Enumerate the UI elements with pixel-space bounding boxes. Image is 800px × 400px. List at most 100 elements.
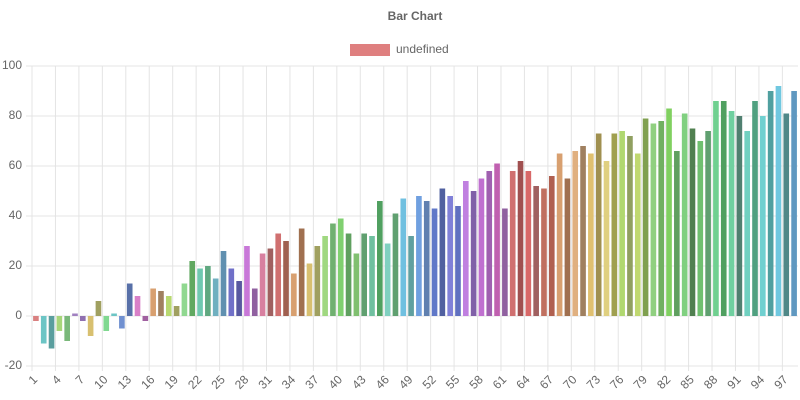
- x-tick-label: 31: [255, 372, 275, 392]
- bar: [251, 288, 258, 316]
- bar: [697, 141, 704, 316]
- bar: [431, 208, 438, 316]
- bar: [384, 243, 391, 316]
- legend-swatch: [350, 44, 390, 56]
- bar: [564, 178, 571, 316]
- bar: [361, 233, 368, 316]
- bar: [134, 296, 141, 316]
- x-tick-label: 79: [631, 372, 651, 392]
- bar: [588, 153, 594, 316]
- x-tick-label: 94: [748, 372, 768, 392]
- bar: [33, 316, 39, 321]
- bar: [244, 246, 250, 316]
- bar: [330, 223, 336, 316]
- bar: [767, 91, 774, 316]
- x-tick-label: 37: [302, 372, 322, 392]
- bar: [595, 133, 602, 316]
- bar: [556, 153, 563, 316]
- bar: [462, 181, 469, 316]
- x-tick-label: 52: [420, 372, 440, 392]
- bar: [728, 111, 735, 316]
- bar: [126, 283, 133, 316]
- bar: [666, 108, 672, 316]
- bar: [400, 198, 407, 316]
- bar: [650, 123, 657, 316]
- bar: [619, 131, 625, 316]
- bar: [150, 288, 156, 316]
- bar: [236, 281, 242, 316]
- x-tick-label: 46: [373, 372, 393, 392]
- bar: [119, 316, 125, 329]
- y-tick-label: 0: [15, 308, 22, 322]
- bar: [658, 121, 665, 316]
- y-tick-label: 100: [2, 58, 22, 72]
- bar: [189, 261, 196, 316]
- bar: [142, 316, 149, 321]
- bar: [541, 188, 547, 316]
- bar: [603, 161, 610, 316]
- bar: [760, 116, 766, 316]
- x-tick-label: 13: [115, 372, 135, 392]
- bar: [752, 101, 758, 316]
- bar: [353, 253, 360, 316]
- bar: [439, 188, 446, 316]
- bar: [48, 316, 55, 349]
- x-tick-label: 43: [349, 372, 369, 392]
- bar: [337, 218, 344, 316]
- bar: [173, 306, 180, 316]
- x-tick-label: 67: [537, 372, 557, 392]
- bar: [423, 201, 430, 316]
- x-tick-label: 97: [771, 372, 791, 392]
- bar: [345, 233, 352, 316]
- bar: [322, 236, 328, 316]
- x-tick-label: 58: [466, 372, 486, 392]
- bar: [205, 266, 211, 316]
- bar: [783, 113, 790, 316]
- bar: [392, 213, 399, 316]
- bar: [103, 316, 110, 331]
- bar: [165, 296, 172, 316]
- bar: [775, 86, 782, 316]
- bar: [377, 201, 383, 316]
- x-tick-label: 55: [443, 372, 463, 392]
- bar: [267, 248, 274, 316]
- x-tick-label: 61: [490, 372, 510, 392]
- y-tick-label: 60: [9, 158, 23, 172]
- x-tick-label: 49: [396, 372, 416, 392]
- bar: [158, 291, 164, 316]
- bar: [533, 186, 539, 316]
- x-tick-label: 85: [677, 372, 697, 392]
- x-tick-label: 76: [607, 372, 627, 392]
- legend-label: undefined: [396, 42, 449, 56]
- bar: [64, 316, 70, 341]
- x-tick-label: 73: [584, 372, 604, 392]
- bar: [283, 241, 289, 316]
- x-tick-label: 16: [138, 372, 158, 392]
- bar: [494, 163, 500, 316]
- bar: [314, 246, 321, 316]
- x-tick-label: 19: [162, 372, 182, 392]
- x-tick-label: 70: [560, 372, 580, 392]
- bar: [548, 176, 555, 316]
- bar: [181, 283, 188, 316]
- x-tick-label: 34: [279, 372, 299, 392]
- bar: [713, 101, 719, 316]
- bar: [79, 316, 86, 321]
- y-tick-label: 20: [9, 258, 23, 272]
- bar: [111, 313, 117, 316]
- bar: [416, 196, 422, 316]
- chart-title: Bar Chart: [388, 9, 443, 23]
- bar: [72, 313, 78, 316]
- bar: [720, 101, 727, 316]
- bar: [627, 136, 633, 316]
- bar: [56, 316, 63, 331]
- y-tick-label: 40: [9, 208, 23, 222]
- y-tick-label: -20: [5, 358, 23, 372]
- y-tick-label: 80: [9, 108, 23, 122]
- bar: [275, 233, 282, 316]
- bar: [642, 118, 649, 316]
- x-tick-label: 64: [513, 372, 533, 392]
- x-tick-label: 7: [73, 372, 88, 387]
- bar: [306, 263, 313, 316]
